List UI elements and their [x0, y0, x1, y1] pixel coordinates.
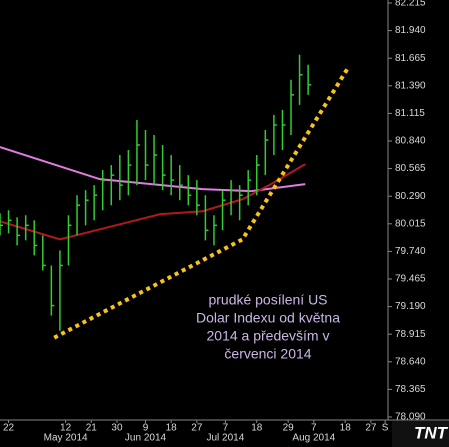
x-tick-label: 9 — [143, 423, 149, 434]
x-tick-label: 18 — [340, 423, 352, 434]
x-tick-label: 30 — [111, 423, 123, 434]
y-tick-label: 82.215 — [395, 0, 426, 9]
x-tick-label: 27 — [191, 423, 203, 434]
x-tick-label: 29 — [283, 423, 295, 434]
x-tick-label: 18 — [166, 423, 178, 434]
x-tick-label: 7 — [223, 423, 229, 434]
trendline — [53, 66, 350, 340]
x-tick-label: 18 — [251, 423, 263, 434]
y-tick-label: 80.015 — [395, 218, 426, 229]
moving-average — [0, 146, 306, 193]
y-tick-label: 79.740 — [395, 246, 426, 257]
logo: TNT — [414, 423, 449, 442]
y-tick-label: 81.940 — [395, 25, 426, 36]
month-label: May 2014 — [44, 433, 88, 444]
month-label: Jun 2014 — [125, 433, 167, 444]
annotation: Dolar Indexu od května — [196, 310, 340, 326]
y-tick-label: 79.465 — [395, 274, 426, 285]
y-tick-label: 81.390 — [395, 80, 426, 91]
logo-box — [392, 421, 449, 447]
y-tick-label: 78.915 — [395, 329, 426, 340]
y-tick-label: 81.665 — [395, 53, 426, 64]
annotation: červenci 2014 — [224, 346, 311, 362]
annotation: prudké posílení US — [208, 292, 327, 308]
y-tick-label: 80.565 — [395, 163, 426, 174]
y-tick-label: 81.115 — [395, 108, 425, 119]
month-label: Aug 2014 — [292, 433, 335, 444]
y-tick-label: 80.290 — [395, 191, 426, 202]
y-tick-label: 78.090 — [395, 412, 426, 423]
moving-average — [0, 163, 306, 241]
x-tick-label: S — [382, 423, 389, 434]
y-tick-label: 79.190 — [395, 301, 426, 312]
x-tick-label: 27 — [365, 423, 377, 434]
y-tick-label: 78.640 — [395, 356, 426, 367]
y-tick-label: 80.840 — [395, 136, 426, 147]
x-tick-label: 21 — [86, 423, 98, 434]
annotation: 2014 a především v — [207, 328, 330, 344]
x-tick-label: 22 — [3, 423, 15, 434]
x-tick-label: 12 — [60, 423, 72, 434]
month-label: Jul 2014 — [206, 433, 244, 444]
y-tick-label: 78.365 — [395, 384, 426, 395]
x-tick-label: 7 — [311, 423, 317, 434]
